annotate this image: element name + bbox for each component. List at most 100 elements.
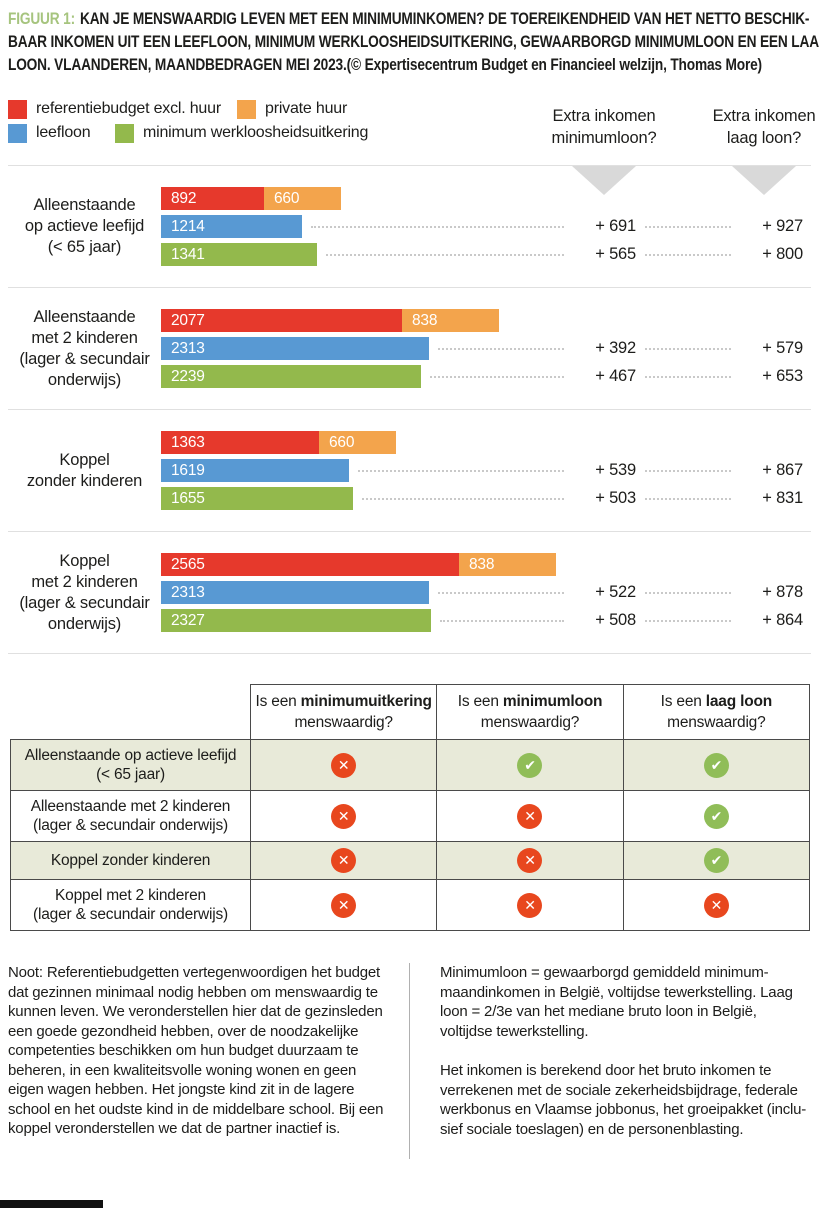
- group-bars: 892 660 1214 + 691 + 927 1341 + 565 + 800: [161, 182, 811, 271]
- bar-value: 660: [329, 433, 355, 451]
- header-question-line: menswaardig?: [480, 714, 580, 731]
- bar-segment-private-huur: 660: [319, 431, 396, 454]
- bar-row: 1341 + 565 + 800: [161, 243, 811, 266]
- extra-income-laagloon-value: + 864: [762, 611, 803, 629]
- group-label-line: zonder kinderen: [26, 471, 143, 490]
- table-row: Alleenstaande met 2 kinderen (lager & sec…: [10, 790, 811, 842]
- title-line-1: KAN JE MENSWAARDIG LEVEN MET EEN MINIMUM…: [79, 10, 810, 28]
- bar-value: 838: [469, 555, 495, 573]
- bar-row: 1655 + 503 + 831: [161, 487, 811, 510]
- figure: FIGUUR 1: KAN JE MENSWAARDIG LEVEN MET EE…: [8, 8, 819, 1159]
- bar-value: 892: [171, 189, 197, 207]
- bar-minimum-werkloosheidsuitkering: 2239: [161, 365, 421, 388]
- header-question-line: Is een minimumuitkering: [255, 693, 432, 710]
- answer-cell: ✕: [436, 841, 624, 880]
- legend-swatch-referentiebudget-icon: [8, 99, 27, 119]
- check-icon: ✔: [517, 752, 543, 778]
- chart-group: Koppel zonder kinderen 1363 660 1619 + 539 + 8…: [8, 410, 811, 532]
- cross-icon: ✕: [517, 803, 543, 829]
- check-icon: ✔: [703, 803, 729, 829]
- legend-item-werkloosheidsuitkering: minimum werkloosheidsuitkering: [115, 123, 369, 143]
- legend-label: referentiebudget excl. huur: [36, 100, 221, 117]
- bar-segment-private-huur: 838: [402, 309, 499, 332]
- chart-group: Alleenstaande met 2 kinderen (lager & secu…: [8, 288, 811, 410]
- column-pointer-triangle-icon: [732, 166, 796, 195]
- bar-segment-referentiebudget-excl-huur: 2077: [161, 309, 402, 332]
- chart-group: Koppel met 2 kinderen (lager & secundair on…: [8, 532, 811, 654]
- bar-segment-private-huur: 660: [264, 187, 341, 210]
- table-corner-blank: [11, 685, 251, 740]
- answer-cell: ✕: [249, 790, 438, 842]
- row-label-line: Alleenstaande met 2 kinderen: [30, 798, 231, 815]
- bar-value: 1214: [171, 217, 205, 235]
- bar-minimum-werkloosheidsuitkering: 1341: [161, 243, 317, 266]
- extra-income-laagloon-value: + 653: [762, 367, 803, 385]
- adequacy-table: Is een minimumuitkering menswaardig? Is ee…: [10, 684, 811, 931]
- table-column-header: Is een minimumuitkering menswaardig?: [249, 684, 438, 740]
- extra-income-minimumloon-value: + 503: [595, 489, 636, 507]
- table-row: Koppel zonder kinderen ✕ ✕ ✔: [10, 841, 811, 880]
- bar-row: 2327 + 508 + 864: [161, 609, 811, 632]
- dotted-leader: [645, 347, 731, 350]
- bar-minimum-werkloosheidsuitkering: 1655: [161, 487, 353, 510]
- table-row: Koppel met 2 kinderen (lager & secundair …: [10, 879, 811, 931]
- dotted-leader: [645, 469, 731, 472]
- answer-cell: ✕: [622, 879, 811, 931]
- dotted-leader: [440, 619, 564, 622]
- legend-row: referentiebudget excl. huur private huur: [8, 97, 811, 121]
- column-header-line: laag loon?: [726, 129, 802, 147]
- row-label-cell: Koppel met 2 kinderen (lager & secundair …: [10, 879, 251, 931]
- dotted-leader: [311, 225, 564, 228]
- bar-leefloon: 2313: [161, 337, 429, 360]
- legend-swatch-werkloosheidsuitkering-icon: [115, 123, 134, 143]
- group-label-line: (lager & secundair: [19, 593, 150, 612]
- group-label-line: Koppel: [59, 551, 110, 570]
- column-header-line: minimumloon?: [551, 129, 657, 147]
- note-text: Het inkomen is berekend door het bruto i…: [440, 1062, 807, 1138]
- bar-row: 892 660: [161, 187, 811, 210]
- group-label: Koppel met 2 kinderen (lager & secundair on…: [8, 551, 161, 635]
- answer-cell: ✔: [436, 739, 624, 791]
- row-label-line: Alleenstaande op actieve leefijd: [24, 747, 237, 764]
- row-label-line: (< 65 jaar): [96, 766, 165, 783]
- cross-icon: ✕: [331, 848, 357, 873]
- note-left-column: Noot: Referentiebudgetten vertegenwoordi…: [8, 963, 410, 1159]
- group-label-line: (< 65 jaar): [47, 238, 122, 256]
- bar-segment-referentiebudget-excl-huur: 1363: [161, 431, 319, 454]
- cross-icon: ✕: [331, 803, 357, 829]
- answer-cell: ✕: [436, 790, 624, 842]
- answer-cell: ✕: [249, 879, 438, 931]
- table-column-header: Is een laag loon menswaardig?: [622, 684, 811, 740]
- extra-income-minimumloon-value: + 691: [595, 217, 636, 235]
- bar-value: 1341: [171, 245, 205, 263]
- bar-value: 1655: [171, 489, 205, 507]
- bar-row: 2565 838: [161, 553, 811, 576]
- header-question-line: Is een minimumloon: [457, 693, 603, 710]
- group-label-line: (lager & secundair: [19, 349, 150, 368]
- bar-row: 2313 + 392 + 579: [161, 337, 811, 360]
- extra-income-laagloon-value: + 800: [762, 245, 803, 263]
- legend-label: minimum werkloosheidsuitkering: [143, 124, 369, 141]
- figure-title: FIGUUR 1: KAN JE MENSWAARDIG LEVEN MET EE…: [8, 8, 819, 77]
- row-label-line: Koppel met 2 kinderen: [55, 887, 206, 904]
- group-label-line: onderwijs): [47, 370, 122, 389]
- legend: referentiebudget excl. huur private huur…: [8, 91, 811, 145]
- bar-value: 660: [274, 189, 300, 207]
- bar-value: 2077: [171, 311, 205, 329]
- group-label-line: Alleenstaande: [33, 307, 136, 326]
- legend-swatch-private-huur-icon: [237, 99, 256, 119]
- header-question-line: menswaardig?: [667, 714, 766, 731]
- bar-row: 2313 + 522 + 878: [161, 581, 811, 604]
- extra-income-minimumloon-value: + 508: [595, 611, 636, 629]
- bar-value: 2239: [171, 367, 205, 385]
- extra-income-laagloon-value: + 867: [762, 461, 803, 479]
- bar-value: 2565: [171, 555, 205, 573]
- group-label-line: onderwijs): [47, 614, 122, 633]
- row-label-cell: Koppel zonder kinderen: [10, 841, 251, 880]
- bar-row: 1214 + 691 + 927: [161, 215, 811, 238]
- bar-chart: Alleenstaande op actieve leefijd (< 65 jaa…: [8, 165, 811, 654]
- check-icon: ✔: [703, 752, 729, 778]
- extra-income-minimumloon-value: + 565: [595, 245, 636, 263]
- dotted-leader: [326, 253, 564, 256]
- bar-segment-referentiebudget-excl-huur: 2565: [161, 553, 459, 576]
